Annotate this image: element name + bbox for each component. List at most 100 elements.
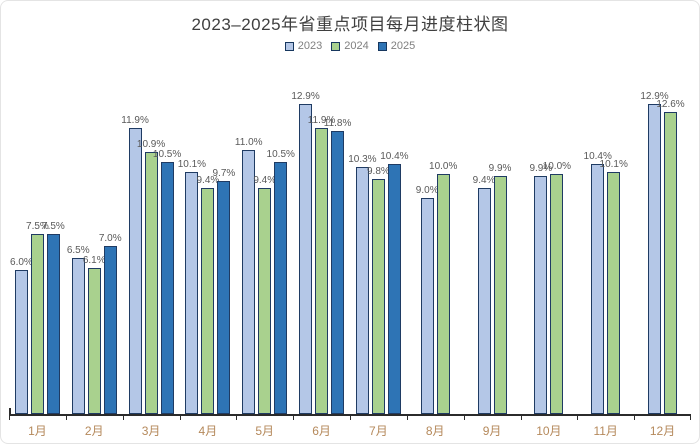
bar-2025-6月: 11.8%	[324, 118, 351, 414]
bar-value-label: 6.0%	[10, 257, 33, 268]
bar-value-label: 9.4%	[196, 175, 220, 187]
bar-2024-11月: 10.1%	[600, 159, 628, 414]
x-axis-tick	[179, 416, 181, 420]
bar-value-label: 12.9%	[291, 91, 320, 103]
bar-value-label: 12.6%	[656, 98, 685, 110]
bar-2023-11月: 10.4%	[584, 151, 612, 414]
bar-value-label: 10.1%	[177, 158, 207, 170]
bar-group-6月: 12.9% 11.9% 11.8%	[291, 78, 351, 414]
x-axis-line	[9, 408, 691, 420]
bar-group-8月: 9.0% 10.0%	[407, 78, 464, 414]
bar-2024-7月: 9.8%	[367, 166, 390, 414]
bar-value-label: 10.0%	[542, 161, 572, 172]
legend-swatch-2024	[331, 41, 341, 51]
bar-group-3月: 11.9% 10.9% 10.5%	[121, 78, 181, 414]
bar-2024-5月: 9.4%	[253, 175, 276, 414]
bar-2024-1月: 7.5%	[26, 221, 49, 414]
bar-2023-4月: 10.1%	[178, 159, 206, 414]
x-axis-tick	[293, 416, 295, 420]
bar-value-label: 9.9%	[529, 163, 553, 175]
bar-2023-8月: 9.0%	[416, 185, 439, 414]
x-axis-tick	[463, 416, 465, 420]
bar-group-10月: 9.9% 10.0%	[520, 78, 577, 414]
month-label-8月: 8月	[425, 424, 445, 438]
bar-2025-3月: 10.5%	[153, 149, 181, 414]
bar-group-5月: 11.0% 9.4% 10.5%	[235, 78, 295, 414]
x-axis-tick	[236, 416, 238, 420]
month-label-7月: 7月	[369, 424, 388, 438]
bar-value-label: 9.4%	[253, 175, 277, 187]
bar-value-label: 7.5%	[42, 221, 65, 232]
bar-2023-2月: 6.5%	[67, 245, 90, 414]
bar-2024-12月: 12.6%	[656, 99, 685, 414]
bar-2024-9月: 9.9%	[489, 163, 511, 414]
plot-area: 6.0% 7.5% 7.5% 6.5% 6.1% 7.0% 11.9% 10.9% 10.5% 1…	[9, 78, 691, 414]
bar-value-label: 10.4%	[583, 151, 612, 163]
x-axis-tick	[690, 416, 691, 420]
x-axis-tick	[634, 416, 636, 420]
bar-value-label: 9.7%	[212, 168, 236, 180]
bar-group-4月: 10.1% 9.4% 9.7%	[178, 78, 236, 414]
month-label-4月: 4月	[198, 424, 218, 438]
x-axis-tick	[350, 416, 351, 420]
bar-group-12月: 12.9% 12.6%	[634, 78, 691, 414]
legend-item-2024: 2024	[331, 40, 369, 52]
legend-label: 2024	[344, 40, 369, 52]
bar-2024-8月: 10.0%	[429, 161, 457, 414]
month-label-1月: 1月	[28, 424, 47, 438]
bar-2024-3月: 10.9%	[137, 139, 165, 414]
bar-2023-9月: 9.4%	[473, 175, 495, 414]
bar-2023-3月: 11.9%	[121, 115, 149, 414]
bar-value-label: 10.3%	[348, 153, 377, 165]
bar-2023-12月: 12.9%	[640, 91, 669, 414]
bar-value-label: 11.0%	[234, 137, 263, 148]
bar-2023-5月: 11.0%	[235, 137, 263, 414]
month-label-6月: 6月	[312, 424, 331, 438]
chart-title: 2023–2025年省重点项目每月进度柱状图	[191, 15, 509, 34]
bar-2025-4月: 9.7%	[212, 168, 235, 414]
bar-2025-2月: 7.0%	[99, 233, 122, 414]
bar-value-label: 9.9%	[488, 163, 512, 175]
bar-2023-10月: 9.9%	[529, 163, 552, 414]
legend-label: 2023	[297, 40, 323, 52]
bar-value-label: 6.5%	[66, 245, 90, 256]
month-label-12月: 12月	[649, 424, 676, 438]
x-axis-tick	[9, 416, 10, 420]
month-label-3月: 3月	[141, 424, 161, 438]
bar-group-1月: 6.0% 7.5% 7.5%	[9, 78, 66, 414]
x-axis-start-stub	[9, 408, 11, 414]
bar-value-label: 11.9%	[121, 115, 149, 127]
bar-value-label: 11.8%	[323, 117, 352, 129]
bar-value-label: 10.1%	[599, 158, 628, 170]
month-label-2月: 2月	[84, 424, 104, 438]
x-axis-tick	[122, 416, 124, 420]
bar-value-label: 11.9%	[307, 115, 336, 127]
bar-2023-1月: 6.0%	[10, 257, 33, 414]
x-axis-labels: 1月 2月 3月 4月 5月 6月 7月 8月 9月 10月 11月 12月	[9, 422, 691, 438]
bar-value-label: 6.1%	[82, 254, 106, 266]
bar-2024-6月: 11.9%	[308, 115, 335, 414]
bar-value-label: 10.9%	[136, 139, 166, 151]
bar-value-label: 10.0%	[429, 161, 458, 172]
bar-group-2月: 6.5% 6.1% 7.0%	[66, 78, 123, 414]
bar-value-label: 10.4%	[380, 151, 409, 163]
bar-2025-5月: 10.5%	[267, 149, 295, 414]
bar-value-label: 12.9%	[640, 91, 669, 103]
bar-2023-6月: 12.9%	[291, 91, 320, 414]
bar-2025-7月: 10.4%	[380, 151, 409, 414]
bar-group-11月: 10.4% 10.1%	[577, 78, 634, 414]
bar-value-label: 9.4%	[472, 175, 496, 187]
bar-value-label: 7.5%	[26, 221, 49, 232]
x-axis-tick	[577, 416, 579, 420]
bar-value-label: 10.5%	[152, 149, 182, 160]
bar-2025-1月: 7.5%	[42, 221, 65, 414]
legend-item-2023: 2023	[284, 40, 323, 52]
legend-item-2025: 2025	[377, 40, 416, 52]
legend-swatch-2025	[377, 41, 387, 51]
bar-2024-2月: 6.1%	[83, 255, 106, 414]
month-label-11月: 11月	[593, 424, 618, 438]
x-axis-tick	[520, 416, 522, 420]
bar-2023-7月: 10.3%	[348, 154, 377, 414]
legend-label: 2025	[390, 40, 416, 52]
